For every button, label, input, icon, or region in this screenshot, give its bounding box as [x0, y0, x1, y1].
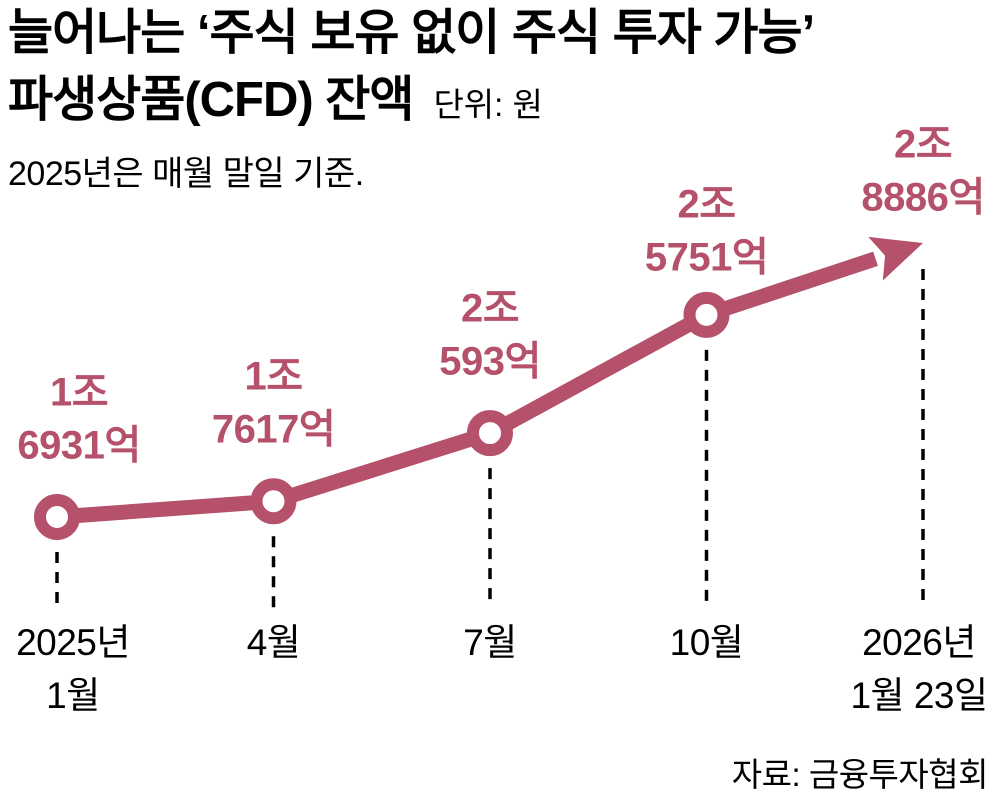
value-label-1-line1: 1조: [49, 370, 109, 415]
value-label-5-line2: 8886억: [861, 175, 985, 220]
x-axis-label-5: 2026년 1월 23일: [850, 617, 988, 723]
value-label-3-line2: 593억: [439, 339, 541, 384]
value-label-3-line1: 2조: [460, 286, 520, 331]
x-axis-label-4: 10월: [670, 617, 744, 670]
value-label-2-line2: 7617억: [211, 408, 336, 453]
data-point-marker: [34, 494, 80, 540]
value-label-4: 2조 5751억: [644, 178, 769, 284]
value-label-5-line1: 2조: [893, 122, 953, 167]
x-axis-label-1: 2025년 1월: [16, 617, 130, 723]
data-point-marker: [467, 410, 513, 457]
x-axis-label-1-line2: 1월: [46, 674, 100, 716]
value-label-4-line2: 5751억: [644, 235, 769, 280]
value-label-1-line2: 6931억: [17, 423, 141, 468]
value-label-3: 2조 593억: [439, 283, 541, 389]
source-label: 자료: 금융투자협회: [731, 756, 989, 793]
value-label-5: 2조 8886억: [861, 119, 985, 225]
x-axis-label-1-line1: 2025년: [16, 622, 130, 663]
chart-title-row2: 파생상품(CFD) 잔액 단위: 원: [8, 67, 814, 134]
data-point-marker: [250, 478, 297, 525]
data-point-marker: [683, 291, 730, 338]
value-label-2: 1조 7617억: [211, 351, 336, 457]
x-axis-label-5-line2: 1월 23일: [850, 674, 988, 716]
x-axis-label-3: 7월: [463, 617, 517, 670]
x-axis-label-3-line1: 7월: [463, 622, 517, 663]
x-axis-label-2: 4월: [247, 617, 301, 670]
value-label-2-line1: 1조: [244, 354, 303, 399]
chart-footer: 자료: 금융투자협회: [731, 748, 989, 796]
chart-title-line2: 파생상품(CFD) 잔액: [8, 72, 414, 127]
unit-label: 단위: 원: [433, 85, 543, 123]
chart-title-line1: 늘어나는 ‘주식 보유 없이 주식 투자 가능’: [8, 6, 815, 60]
value-label-1: 1조 6931억: [17, 367, 141, 473]
x-axis-label-4-line1: 10월: [669, 622, 744, 663]
x-axis-label-5-line1: 2026년: [862, 622, 976, 663]
chart-header: 늘어나는 ‘주식 보유 없이 주식 투자 가능’ 파생상품(CFD) 잔액 단위…: [8, 0, 815, 195]
value-label-4-line1: 2조: [677, 182, 736, 227]
chart-subtitle: 2025년은 매월 말일 기준.: [8, 155, 364, 194]
x-axis-label-2-line1: 4월: [246, 622, 301, 663]
